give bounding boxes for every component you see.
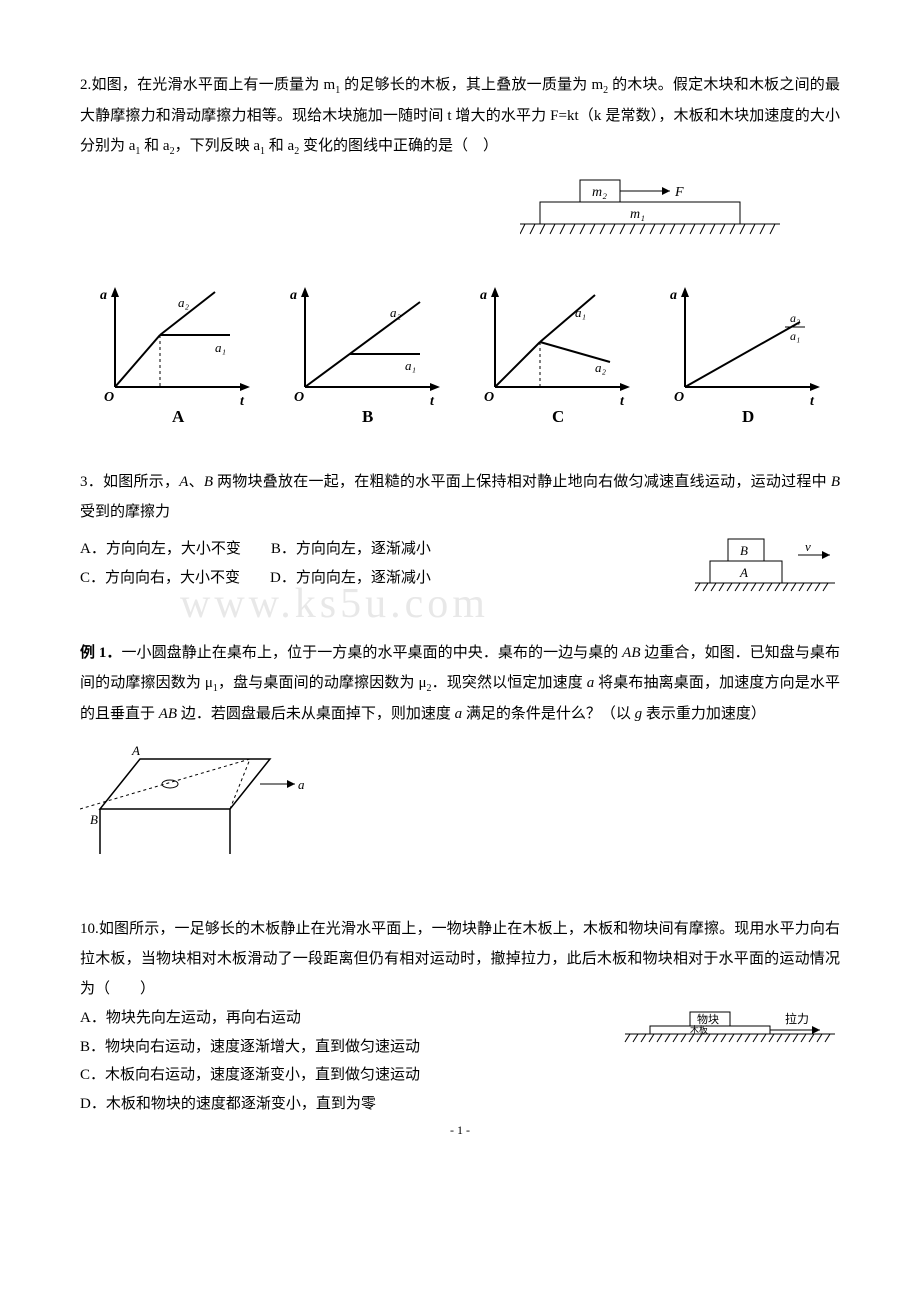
svg-text:a₂: a₂ xyxy=(790,311,800,325)
q3-text: 3．如图所示，A、B 两物块叠放在一起，在粗糙的水平面上保持相对静止地向右做匀减… xyxy=(80,467,840,527)
svg-text:A: A xyxy=(172,407,185,426)
graph-A: a O t a₂ a₁ A xyxy=(90,277,260,427)
q2-graphs: a O t a₂ a₁ A a O t a₂ a₁ B xyxy=(90,277,830,427)
q10-figure: 物块 木板 拉力 xyxy=(620,1004,840,1068)
q10-optC: C．木板向右运动，速度逐渐变小，直到做匀速运动 xyxy=(80,1061,590,1090)
svg-text:D: D xyxy=(742,407,754,426)
svg-text:拉力: 拉力 xyxy=(785,1011,809,1026)
svg-text:a₂: a₂ xyxy=(390,305,402,320)
q2-block-diagram: m₂ F m₁ xyxy=(80,172,780,257)
svg-text:a₂: a₂ xyxy=(178,295,190,310)
svg-text:v: v xyxy=(805,539,811,554)
svg-text:a₁: a₁ xyxy=(575,305,586,320)
svg-text:a: a xyxy=(670,288,677,303)
ex1-text: 例 1．一小圆盘静止在桌布上，位于一方桌的水平桌面的中央．桌布的一边与桌的 AB… xyxy=(80,638,840,729)
svg-text:t: t xyxy=(810,394,815,409)
svg-text:a₂: a₂ xyxy=(595,360,607,375)
svg-text:物块: 物块 xyxy=(697,1012,719,1026)
svg-text:t: t xyxy=(620,394,625,409)
svg-text:O: O xyxy=(674,390,684,405)
svg-text:B: B xyxy=(740,543,748,558)
svg-text:t: t xyxy=(240,394,245,409)
svg-text:木板: 木板 xyxy=(690,1024,708,1035)
svg-text:a₁: a₁ xyxy=(215,340,226,355)
svg-text:A: A xyxy=(131,743,140,758)
q10-optD: D．木板和物块的速度都逐渐变小，直到为零 xyxy=(80,1090,590,1119)
ex1-figure: A B a xyxy=(80,739,840,874)
svg-text:A: A xyxy=(739,565,748,580)
q3-optA: A．方向向左，大小不变 B．方向向左，逐渐减小 xyxy=(80,535,650,564)
svg-text:C: C xyxy=(552,407,564,426)
svg-text:O: O xyxy=(294,390,304,405)
q3-optC: C．方向向右，大小不变 D．方向向左，逐渐减小 xyxy=(80,564,650,593)
q3-figure: B A v xyxy=(690,535,840,610)
svg-text:t: t xyxy=(430,394,435,409)
graph-C: a O t a₁ a₂ C xyxy=(470,277,640,427)
svg-text:a₁: a₁ xyxy=(790,329,800,343)
hatch-ground xyxy=(520,224,775,234)
graph-D: a O t a₂ a₁ D xyxy=(660,277,830,427)
svg-text:O: O xyxy=(104,390,114,405)
page-number: - 1 - xyxy=(0,1123,920,1138)
svg-text:a: a xyxy=(290,288,297,303)
svg-text:a: a xyxy=(298,777,305,792)
graph-B: a O t a₂ a₁ B xyxy=(280,277,450,427)
q10-optA: A．物块先向左运动，再向右运动 xyxy=(80,1004,590,1033)
svg-text:a: a xyxy=(100,288,107,303)
svg-text:a₁: a₁ xyxy=(405,358,416,373)
svg-text:O: O xyxy=(484,390,494,405)
q10-text: 10.如图所示，一足够长的木板静止在光滑水平面上，一物块静止在木板上，木板和物块… xyxy=(80,914,840,1004)
label-m1: m₁ xyxy=(630,207,645,222)
svg-text:B: B xyxy=(90,812,98,827)
svg-text:a: a xyxy=(480,288,487,303)
label-m2: m₂ xyxy=(592,185,607,200)
svg-text:B: B xyxy=(362,407,373,426)
label-F: F xyxy=(674,185,684,200)
q2-text: 2.如图，在光滑水平面上有一质量为 m1 的足够长的木板，其上叠放一质量为 m2… xyxy=(80,70,840,162)
q10-optB: B．物块向右运动，速度逐渐增大，直到做匀速运动 xyxy=(80,1033,590,1062)
